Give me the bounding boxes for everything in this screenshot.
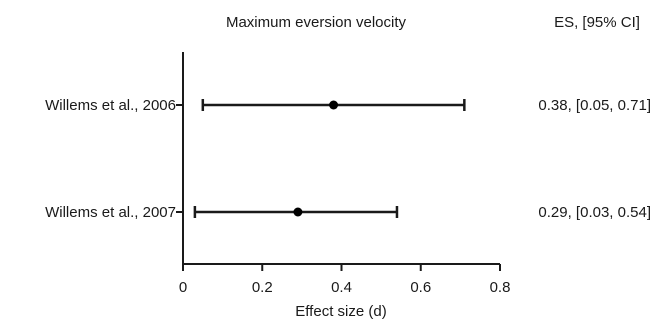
x-tick-label: 0.6: [410, 279, 431, 296]
chart-title: Maximum eversion velocity: [226, 14, 407, 31]
study-label: Willems et al., 2006: [45, 97, 176, 114]
x-tick-label: 0: [179, 279, 187, 296]
ci-value-text: 0.29, [0.03, 0.54]: [538, 204, 651, 221]
ci-column-header: ES, [95% CI]: [554, 14, 640, 31]
ci-value-text: 0.38, [0.05, 0.71]: [538, 97, 651, 114]
x-tick-label: 0.4: [331, 279, 352, 296]
study-rows: Willems et al., 2006 0.38, [0.05, 0.71]Wi…: [45, 97, 651, 221]
study-label: Willems et al., 2007: [45, 204, 176, 221]
study-row: Willems et al., 2006 0.38, [0.05, 0.71]: [45, 97, 651, 114]
effect-size-point: [293, 207, 303, 217]
x-axis-label: Effect size (d): [295, 303, 386, 320]
study-row: Willems et al., 2007 0.29, [0.03, 0.54]: [45, 204, 651, 221]
x-tick-label: 0.8: [490, 279, 511, 296]
x-tick-label: 0.2: [252, 279, 273, 296]
x-axis-ticks: 0 0.2 0.4 0.6 0.8: [179, 264, 511, 296]
effect-size-point: [329, 100, 339, 110]
